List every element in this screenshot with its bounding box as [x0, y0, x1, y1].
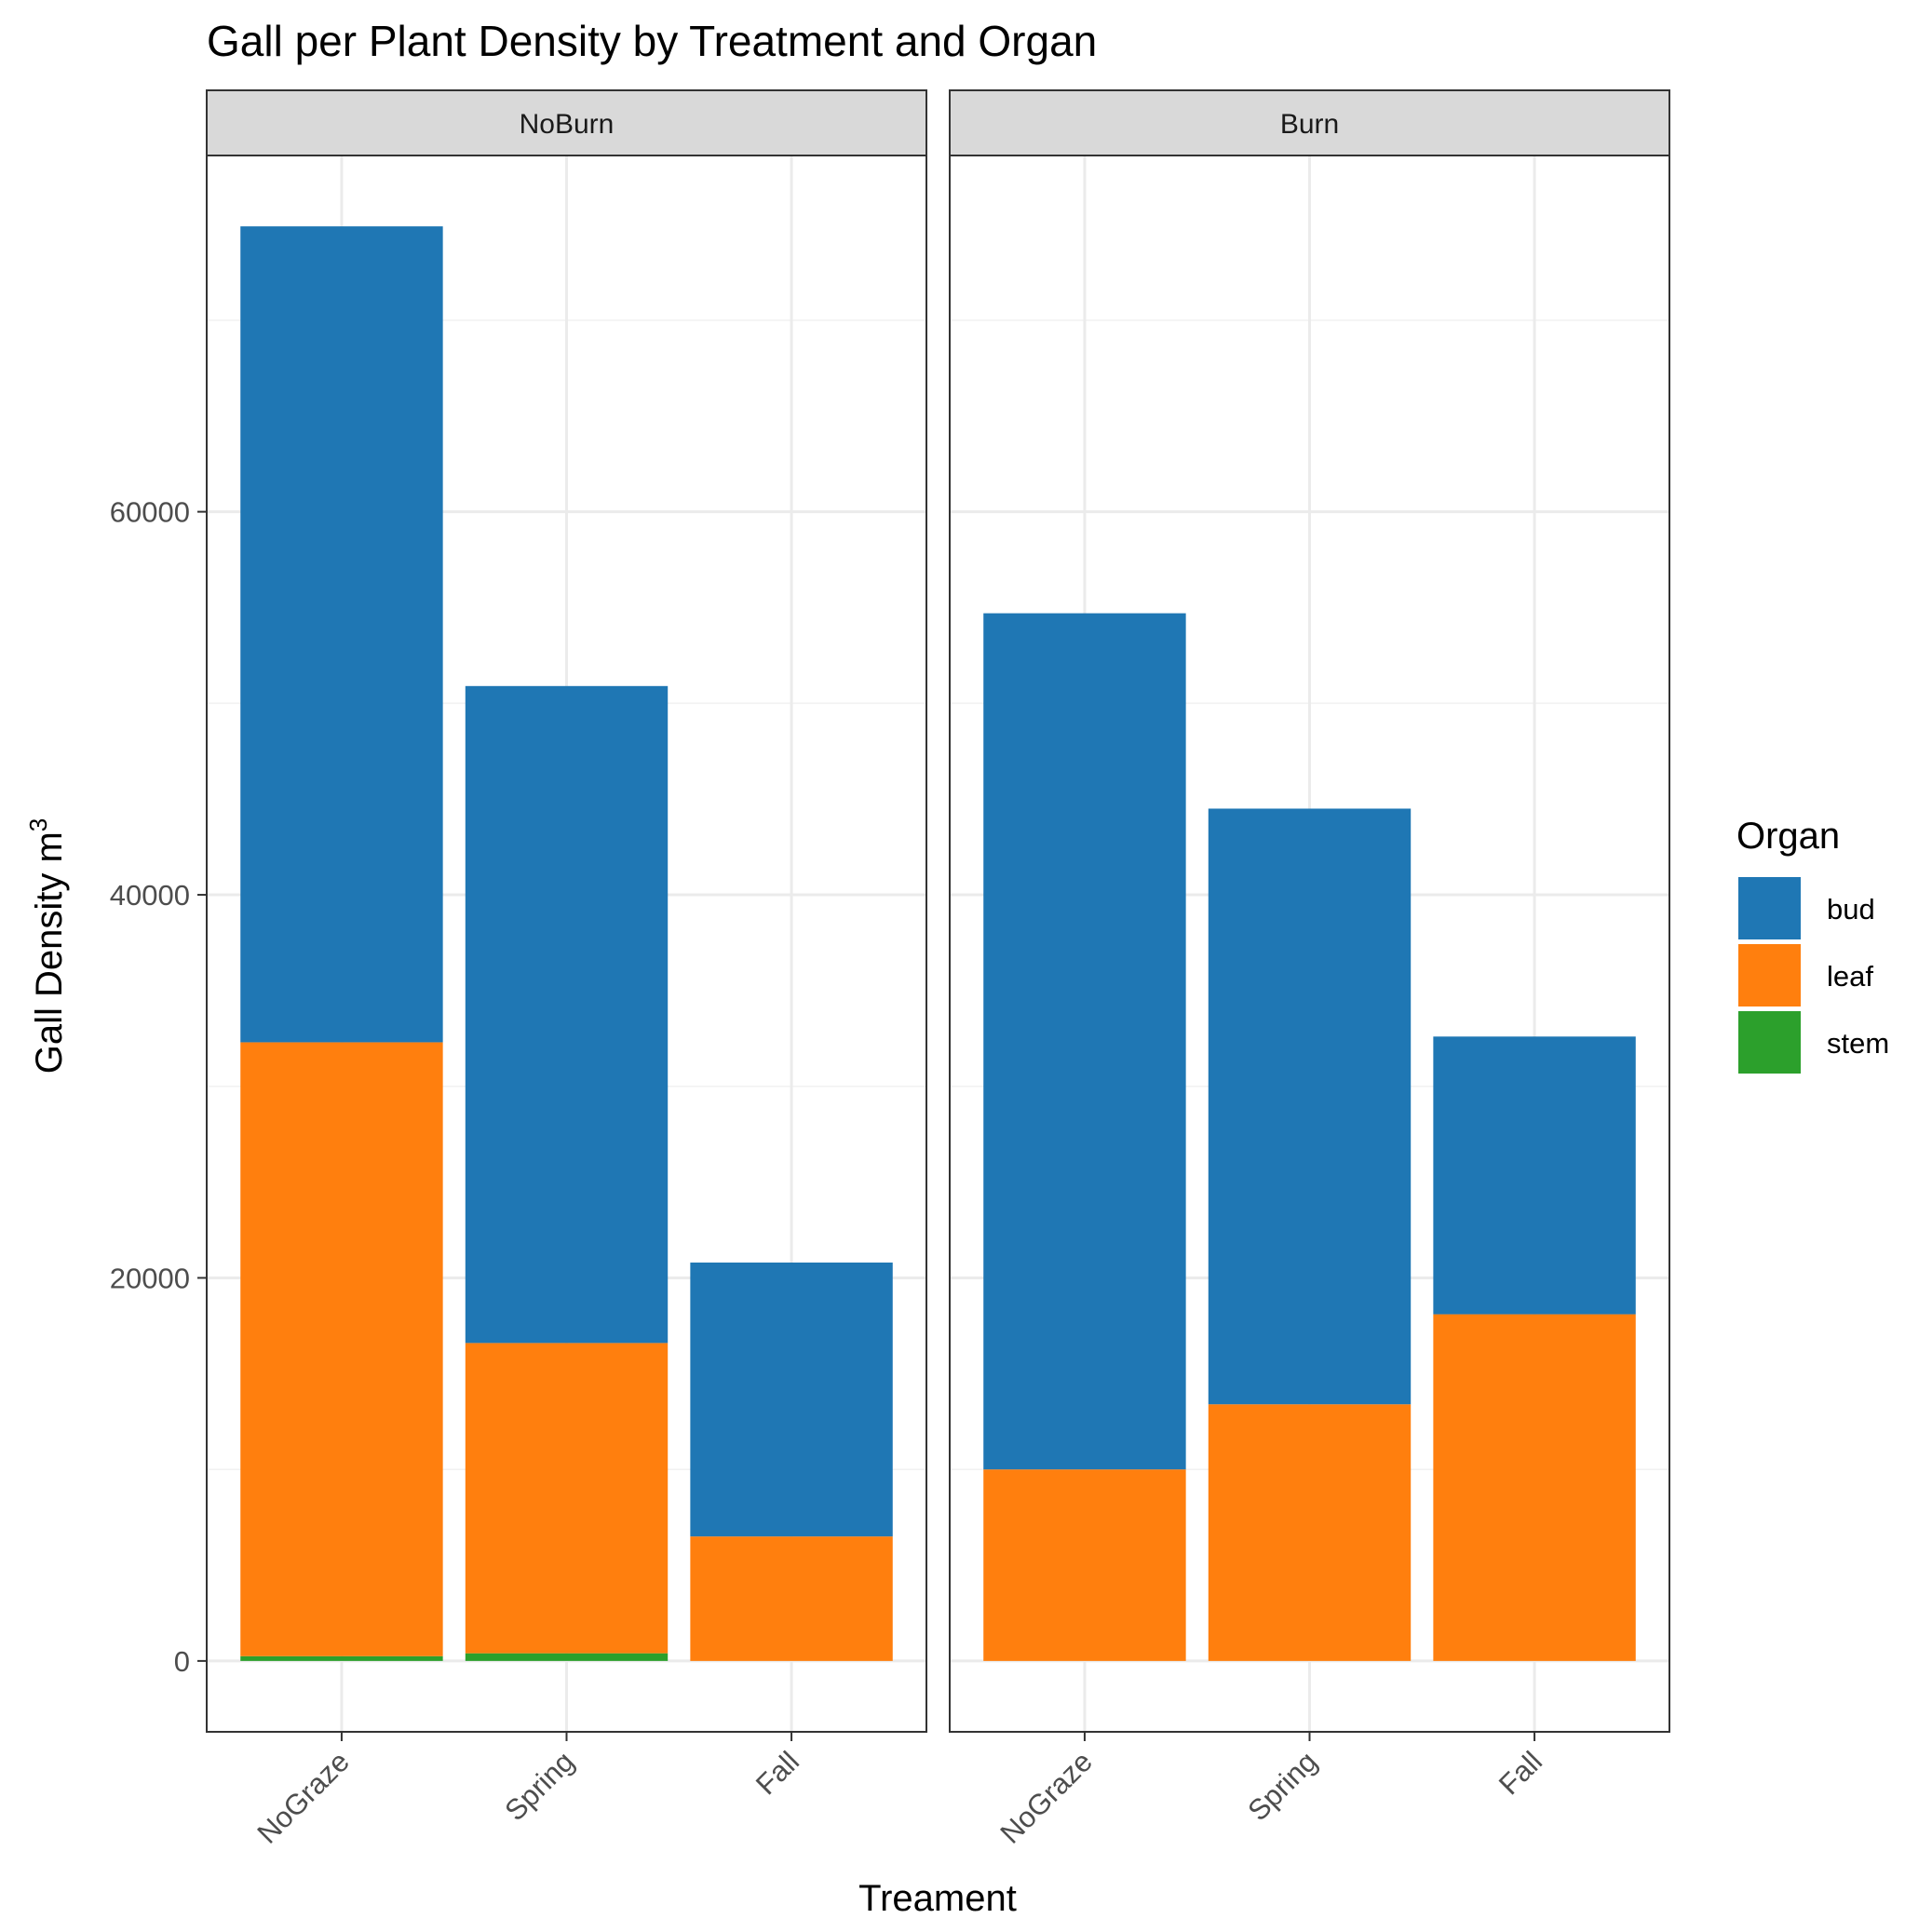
- y-axis-title-text: Gall Density m: [29, 831, 70, 1074]
- x-tick-label: Fall: [750, 1745, 805, 1801]
- bar-noburn-fall-bud: [690, 1263, 893, 1537]
- y-axis-title: Gall Density m3: [24, 818, 70, 1074]
- facet-strip: [206, 89, 927, 156]
- y-axis-title-superscript: 3: [24, 818, 52, 831]
- bar-noburn-fall-leaf: [690, 1536, 893, 1661]
- bar-noburn-spring-leaf: [465, 1343, 669, 1654]
- bar-burn-spring-bud: [1208, 808, 1412, 1405]
- bar-burn-nograze-bud: [983, 613, 1186, 1470]
- facet-panel-burn: Burn NoGraze Spring Fall: [949, 89, 1670, 1850]
- facet-strip-label: NoBurn: [520, 109, 615, 140]
- x-tick-label: Spring: [498, 1745, 580, 1827]
- x-tick-label: Fall: [1493, 1745, 1548, 1801]
- bar-noburn-spring-stem: [465, 1653, 669, 1661]
- legend-label-leaf: leaf: [1827, 960, 1873, 993]
- y-tick-label: 0: [174, 1645, 190, 1678]
- y-tick-label: 40000: [110, 879, 190, 912]
- bar-burn-fall-bud: [1433, 1036, 1636, 1315]
- legend-key-bud: [1738, 877, 1801, 939]
- legend-key-leaf: [1738, 944, 1801, 1007]
- x-tick-label: NoGraze: [993, 1745, 1098, 1849]
- legend-label-bud: bud: [1827, 893, 1875, 925]
- legend-key-stem: [1738, 1011, 1801, 1074]
- bar-noburn-nograze-bud: [240, 226, 443, 1043]
- bar-burn-nograze-leaf: [983, 1469, 1186, 1661]
- facet-strip: [949, 89, 1670, 156]
- y-tick-label: 20000: [110, 1262, 190, 1294]
- x-tick-label: Spring: [1241, 1745, 1323, 1827]
- bar-noburn-nograze-leaf: [240, 1042, 443, 1656]
- x-tick-label: NoGraze: [250, 1745, 355, 1849]
- legend-label-stem: stem: [1827, 1027, 1889, 1060]
- bar-noburn-spring-bud: [465, 685, 669, 1344]
- bar-noburn-nograze-stem: [240, 1655, 443, 1661]
- y-axis: 0 20000 40000 60000: [110, 496, 207, 1678]
- bar-burn-fall-leaf: [1433, 1314, 1636, 1661]
- bar-burn-spring-leaf: [1208, 1404, 1412, 1661]
- y-tick-label: 60000: [110, 496, 190, 529]
- legend-title: Organ: [1736, 816, 1840, 857]
- facet-panel-noburn: NoBurn NoGraze Spring Fall: [206, 89, 927, 1850]
- facet-strip-label: Burn: [1280, 109, 1339, 140]
- legend: Organ bud leaf stem: [1736, 816, 1889, 1074]
- chart-title: Gall per Plant Density by Treatment and …: [207, 17, 1097, 65]
- facet-panels: NoBurn NoGraze Spring Fall Burn NoGraze Spring…: [206, 89, 1670, 1850]
- x-axis-title: Treament: [858, 1878, 1017, 1919]
